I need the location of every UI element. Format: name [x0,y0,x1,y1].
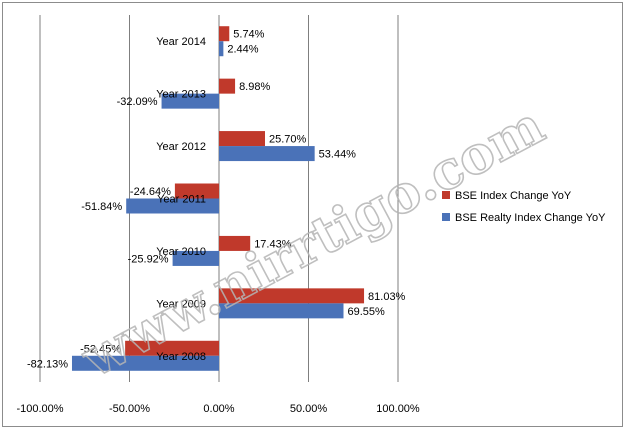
data-label: 17.43% [254,238,292,250]
bar-bse-realty [219,146,315,162]
x-tick-label: 0.00% [203,403,234,415]
category-label: Year 2014 [156,36,206,48]
data-label: 69.55% [347,306,385,318]
bar-bse-realty [172,250,219,266]
data-label: -82.13% [27,358,68,370]
data-label: -25.92% [128,253,169,265]
bar-bse-realty [219,303,344,319]
watermark: www.nirrtigo.com [72,95,554,390]
data-label: -52.45% [80,343,121,355]
bar-bse-realty [126,198,219,214]
category-label: Year 2011 [157,194,206,206]
bar-bse-realty [219,41,224,57]
data-label: -32.09% [117,96,158,108]
legend-label: BSE Realty Index Change YoY [455,212,606,224]
x-tick-label: 50.00% [290,403,328,415]
data-label: -24.64% [130,186,171,198]
data-label: 53.44% [319,149,357,161]
category-label: Year 2012 [156,141,206,153]
legend-label: BSE Index Change YoY [455,190,572,202]
data-label: 5.74% [233,29,264,41]
category-label: Year 2008 [156,351,206,363]
category-label: Year 2013 [156,89,206,101]
legend: BSE Index Change YoY BSE Realty Index Cha… [442,190,606,224]
legend-swatch [442,213,450,221]
data-label: -51.84% [81,201,122,213]
bars [71,26,365,371]
bar-bse-index [219,26,230,42]
bar-bse-index [125,340,219,356]
bar-bse-index [174,183,219,199]
bar-bse-index [219,131,266,147]
bar-bse-index [219,235,251,251]
bar-bse-realty [161,93,219,109]
data-label: 25.70% [269,134,307,146]
data-label: 2.44% [227,44,258,56]
x-tick-label: -50.00% [109,403,150,415]
x-tick-label: -100.00% [16,403,63,415]
legend-swatch [442,191,450,199]
bar-bse-index [219,288,365,304]
data-label: 81.03% [368,291,406,303]
data-label: 8.98% [239,81,270,93]
bar-bse-realty [71,355,219,371]
x-tick-label: 100.00% [376,403,420,415]
labels: 5.74% 2.44% Year 2014 8.98% -32.09%Year 2013… [27,29,406,371]
x-axis: -100.00% -50.00% 0.00% 50.00% 100.00% [16,403,419,415]
bar-bse-index [219,78,236,94]
category-label: Year 2010 [156,246,206,258]
category-label: Year 2009 [156,298,206,310]
